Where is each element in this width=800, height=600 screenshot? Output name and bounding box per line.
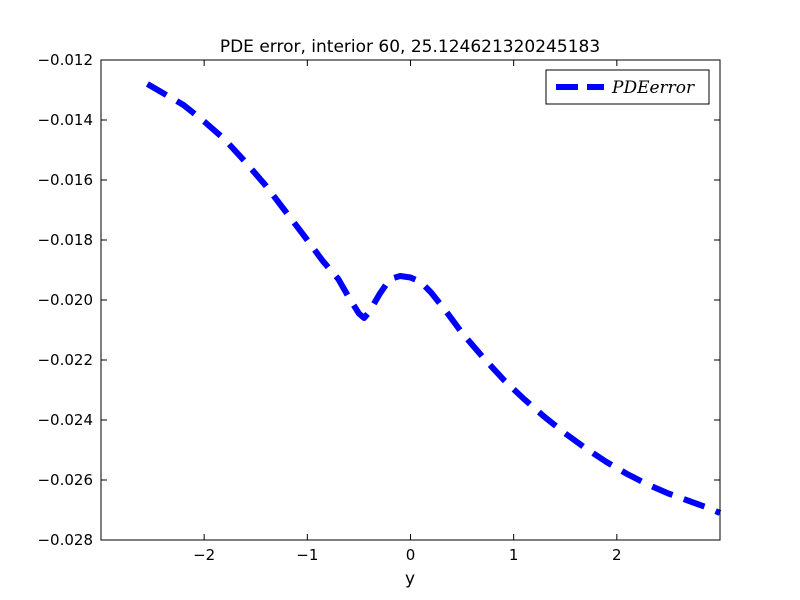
y-tick-label: −0.026 xyxy=(37,471,93,489)
y-tick-label: −0.020 xyxy=(37,291,93,309)
chart-title: PDE error, interior 60, 25.1246213202451… xyxy=(220,37,600,57)
x-tick-label: 1 xyxy=(509,546,519,564)
y-tick-label: −0.016 xyxy=(37,171,93,189)
x-tick-label: 2 xyxy=(612,546,622,564)
y-tick-label: −0.012 xyxy=(37,51,93,69)
legend-series-label: PDEerror xyxy=(611,78,695,98)
legend: PDEerror xyxy=(545,69,710,105)
y-tick-label: −0.014 xyxy=(37,111,93,129)
ticks-layer: −2 −1 0 1 2 −0.028 −0.026 −0.024 −0.022 −0.020 −0.… xyxy=(37,51,720,564)
y-tick-label: −0.018 xyxy=(37,231,93,249)
y-tick-label: −0.028 xyxy=(37,531,93,549)
plot-frame xyxy=(100,59,721,541)
series-layer xyxy=(145,81,722,516)
x-tick-label: 0 xyxy=(406,546,416,564)
x-axis-label: y xyxy=(405,569,415,589)
x-tick-label: −1 xyxy=(296,546,318,564)
x-tick-label: −2 xyxy=(193,546,215,564)
plot-area xyxy=(101,60,720,540)
y-tick-label: −0.022 xyxy=(37,351,93,369)
y-tick-label: −0.024 xyxy=(37,411,93,429)
series-line-0 xyxy=(145,81,722,516)
